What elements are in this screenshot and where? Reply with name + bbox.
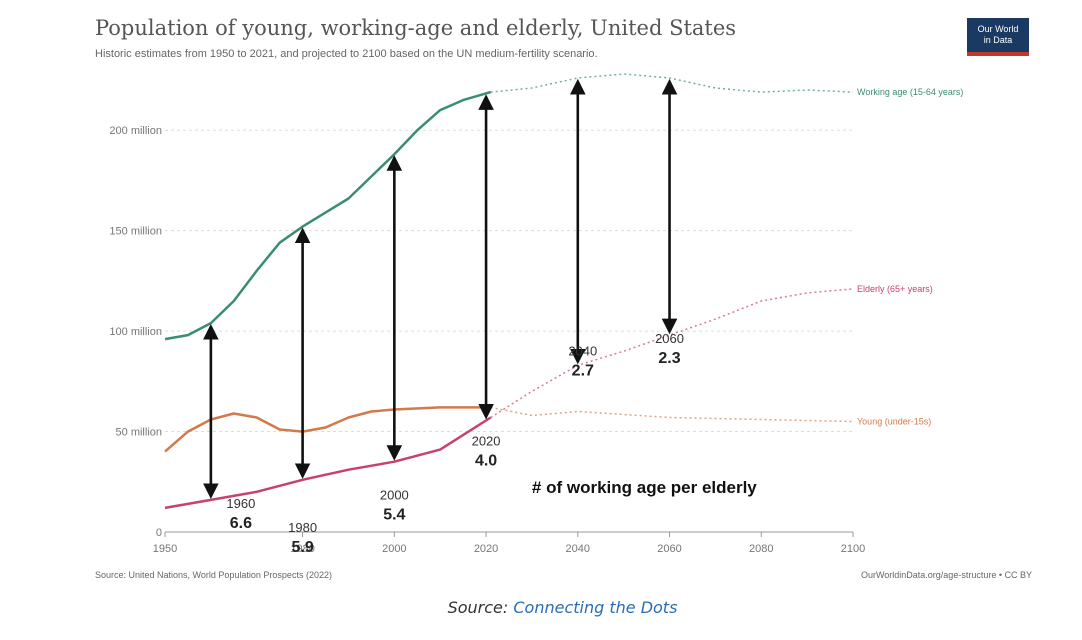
ratio-year-label: 2060 bbox=[655, 331, 684, 346]
x-tick-label: 2020 bbox=[474, 543, 498, 555]
chart-subtitle: Historic estimates from 1950 to 2021, an… bbox=[95, 48, 598, 60]
x-tick-label: 2080 bbox=[749, 543, 773, 555]
caption-link[interactable]: Connecting the Dots bbox=[513, 598, 678, 617]
axes: 0 50 million 100 million 150 million 200 mil… bbox=[109, 125, 865, 555]
y-tick-label: 100 million bbox=[109, 326, 162, 338]
ratio-value-label: 5.4 bbox=[383, 507, 405, 524]
x-tick-label: 2060 bbox=[657, 543, 681, 555]
ratio-year-label: 1980 bbox=[288, 520, 317, 535]
ratio-year-label: 1960 bbox=[226, 496, 255, 511]
ratio-value-label: 4.0 bbox=[475, 452, 497, 469]
data-source-note: Source: United Nations, World Population… bbox=[95, 570, 332, 580]
ratio-value-label: 5.9 bbox=[291, 539, 313, 556]
caption-prefix: Source: bbox=[447, 598, 514, 617]
y-tick-label: 150 million bbox=[109, 226, 162, 238]
annotation-labels: Working age (15-64 years) Elderly (65+ ye… bbox=[226, 87, 963, 556]
y-tick-label: 0 bbox=[156, 527, 162, 539]
ratio-value-label: 2.7 bbox=[572, 362, 594, 379]
chart-title: Population of young, working-age and eld… bbox=[95, 16, 737, 40]
series-label: Young (under-15s) bbox=[857, 417, 931, 427]
ratio-year-label: 2040 bbox=[568, 343, 597, 358]
series-line-projected bbox=[490, 288, 854, 419]
series-line-projected bbox=[490, 406, 854, 423]
x-tick-label: 1980 bbox=[290, 543, 314, 555]
ratio-year-label: 2000 bbox=[380, 488, 409, 503]
ratio-value-label: 6.6 bbox=[230, 515, 252, 532]
x-tick-label: 2040 bbox=[566, 543, 590, 555]
series-line-historic bbox=[164, 406, 491, 453]
credit-link[interactable]: OurWorldinData.org/age-structure • CC BY bbox=[860, 570, 1032, 580]
x-tick-label: 1950 bbox=[153, 543, 177, 555]
ratio-annotation-note: # of working age per elderly bbox=[532, 478, 757, 497]
grid-lines bbox=[165, 129, 853, 433]
logo-line-2: in Data bbox=[983, 35, 1013, 45]
series-lines bbox=[164, 73, 854, 510]
y-tick-label: 50 million bbox=[116, 427, 162, 439]
image-caption: Source: Connecting the Dots bbox=[0, 598, 1082, 617]
x-tick-label: 2100 bbox=[841, 543, 865, 555]
logo-line-1: Our World bbox=[977, 24, 1019, 34]
x-tick-label: 2000 bbox=[382, 543, 406, 555]
series-label: Elderly (65+ years) bbox=[857, 284, 933, 294]
ratio-value-label: 2.3 bbox=[658, 350, 680, 367]
ratio-year-label: 2020 bbox=[472, 433, 501, 448]
y-tick-label: 200 million bbox=[109, 125, 162, 137]
series-line-projected bbox=[490, 73, 854, 93]
ratio-arrows bbox=[203, 78, 678, 499]
series-label: Working age (15-64 years) bbox=[857, 87, 963, 97]
series-line-historic bbox=[164, 90, 492, 341]
our-world-in-data-logo[interactable]: Our World in Data bbox=[967, 18, 1029, 56]
